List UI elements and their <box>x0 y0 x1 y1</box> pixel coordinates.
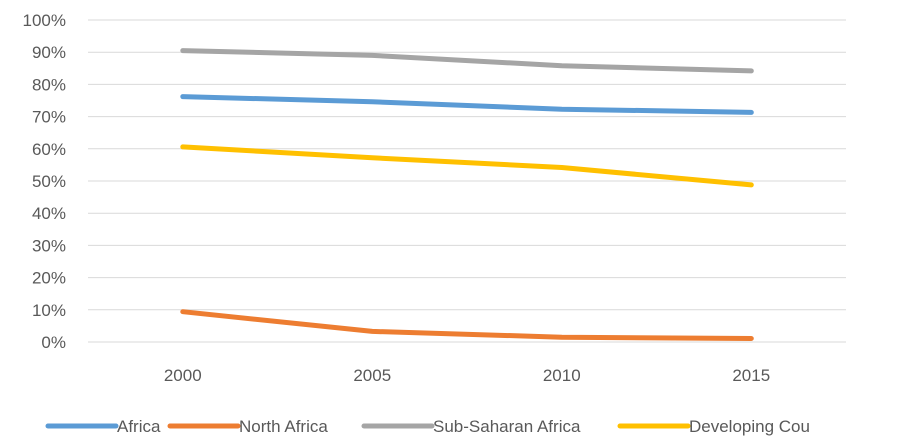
y-axis-ticks: 0% 10% 20% 30% 40% 50% 60% 70% 80% 90% 100% <box>23 11 66 352</box>
legend-label: Africa <box>117 417 161 436</box>
y-tick-label: 0% <box>41 333 66 352</box>
y-tick-label: 90% <box>32 43 66 62</box>
y-tick-label: 30% <box>32 236 66 255</box>
y-tick-label: 40% <box>32 204 66 223</box>
y-tick-label: 70% <box>32 108 66 127</box>
legend: Africa North Africa Sub-Saharan Africa Deve… <box>45 417 810 436</box>
series-lines <box>180 48 754 341</box>
y-tick-label: 80% <box>32 75 66 94</box>
x-tick-label: 2010 <box>543 366 581 385</box>
x-tick-label: 2000 <box>164 366 202 385</box>
legend-label: Developing Cou <box>689 417 810 436</box>
series-line-2 <box>180 48 754 74</box>
series-line-1 <box>180 309 754 341</box>
y-tick-label: 60% <box>32 140 66 159</box>
x-axis-ticks: 2000 2005 2010 2015 <box>164 366 770 385</box>
x-tick-label: 2005 <box>353 366 391 385</box>
legend-label: Sub-Saharan Africa <box>433 417 581 436</box>
y-tick-label: 10% <box>32 301 66 320</box>
series-line-3 <box>180 144 754 188</box>
y-tick-label: 50% <box>32 172 66 191</box>
series-line-0 <box>180 94 754 115</box>
x-tick-label: 2015 <box>732 366 770 385</box>
y-tick-label: 100% <box>23 11 66 30</box>
legend-label: North Africa <box>239 417 328 436</box>
y-tick-label: 20% <box>32 269 66 288</box>
